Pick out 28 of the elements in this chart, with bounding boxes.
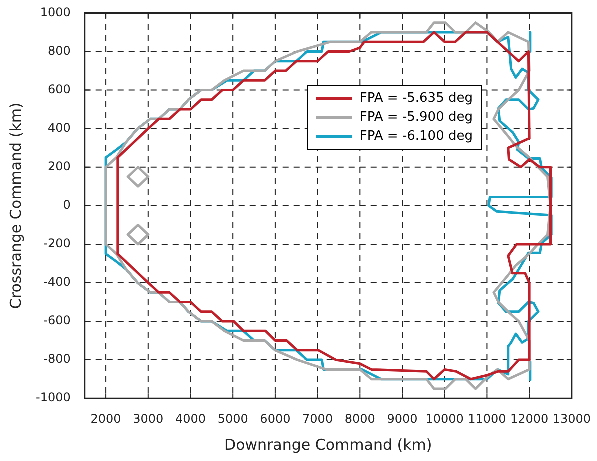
- x-tick-label: 8000: [344, 412, 376, 426]
- legend-label: FPA = -6.100 deg: [360, 128, 473, 146]
- y-tick-label: 400: [48, 120, 71, 135]
- y-tick-label: -800: [44, 352, 71, 366]
- legend-label: FPA = -5.635 deg: [360, 90, 473, 108]
- y-tick-label: -1000: [36, 390, 71, 405]
- legend-label: FPA = -5.900 deg: [360, 109, 473, 128]
- x-tick-label: 12000: [510, 412, 549, 426]
- y-axis-title: Crossrange Command (km): [6, 102, 25, 310]
- x-tick-label: 2000: [90, 412, 122, 426]
- x-tick-label: 7000: [302, 412, 334, 426]
- y-tick-label: 800: [48, 44, 71, 58]
- x-tick-label: 6000: [260, 412, 291, 426]
- y-tick-label: -400: [44, 275, 71, 290]
- x-tick-label: 3000: [133, 412, 164, 426]
- x-tick-label: 9000: [387, 412, 418, 426]
- x-tick-label: 4000: [175, 412, 206, 426]
- y-tick-label: -200: [44, 236, 71, 251]
- x-tick-label: 13000: [552, 412, 592, 426]
- y-tick-label: -600: [44, 314, 71, 328]
- y-tick-label: 600: [48, 82, 71, 96]
- y-tick-label: 0: [63, 198, 71, 212]
- x-tick-label: 10000: [426, 412, 464, 426]
- x-axis-title: Downrange Command (km): [224, 436, 432, 454]
- x-tick-label: 11000: [468, 412, 506, 426]
- x-tick-label: 5000: [218, 412, 248, 426]
- y-tick-label: 1000: [40, 5, 71, 20]
- y-tick-label: 200: [48, 159, 71, 174]
